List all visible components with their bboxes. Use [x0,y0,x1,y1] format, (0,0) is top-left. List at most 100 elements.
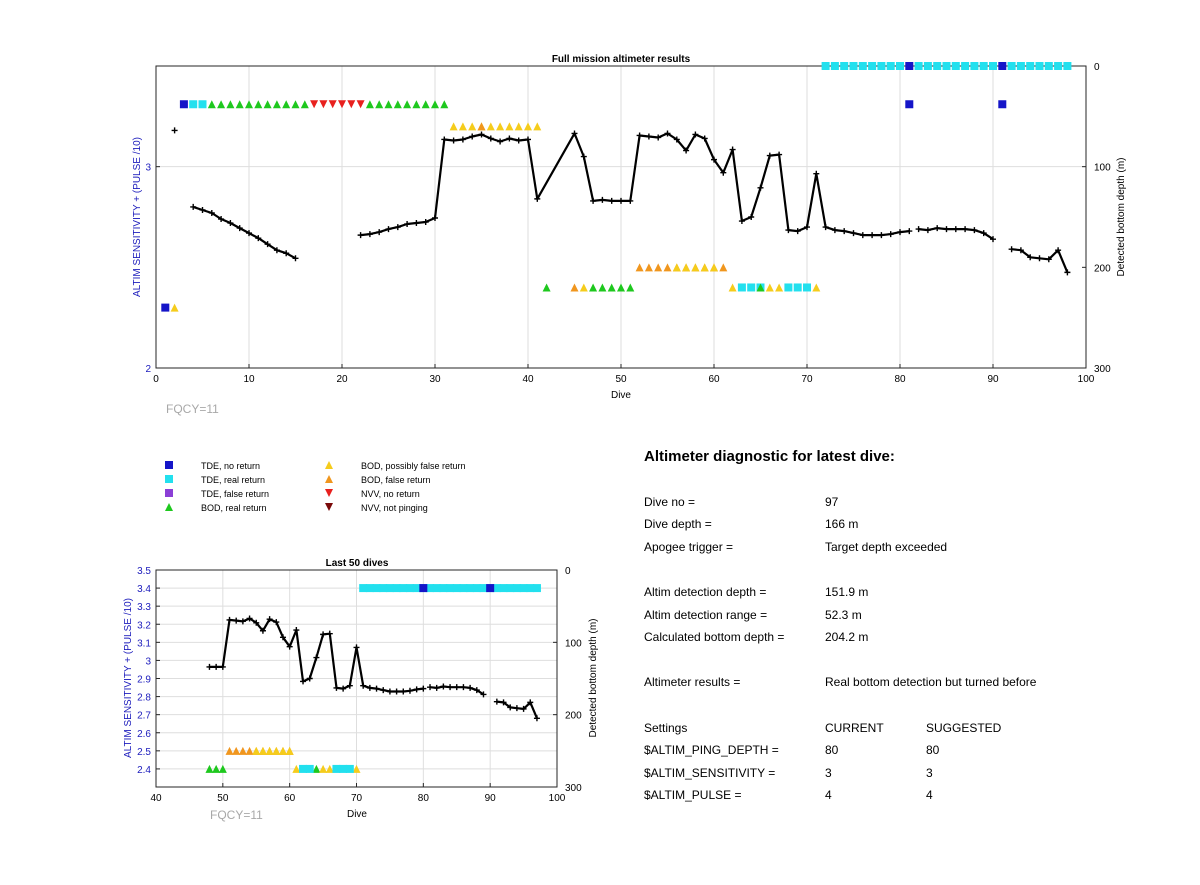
bod_real_return-marker [440,100,449,109]
bod_possibly_false-marker [252,746,261,755]
depth-point [952,226,959,233]
depth-point [1027,254,1034,261]
depth-point [246,230,252,237]
depth-point [924,227,931,234]
bod_real_return-marker [598,283,607,292]
depth-point [208,209,215,216]
tde_real_return-marker [923,62,932,70]
tde_real_return-marker [793,283,802,292]
depth-point [366,684,373,691]
tde_no_return-marker [998,62,1007,70]
y-tick-label: 2.7 [137,711,151,722]
fqcy-annotation: FQCY=11 [166,402,219,416]
depth-point [459,136,466,143]
depth-point [766,152,773,159]
tde_real_return-marker [392,584,401,593]
depth-point [293,627,300,634]
diag-label: Dive depth = [644,517,712,531]
tde_real_return-marker [951,62,960,70]
depth-point [433,684,440,691]
x-tick-label: 60 [708,374,720,385]
legend-label: TDE, real return [201,475,265,485]
bod_possibly_false-marker [728,283,737,292]
tde_no_return-marker [419,584,428,593]
depth-point [313,654,320,661]
bod_false_return-marker [238,746,247,755]
diag-value: Real bottom detection but turned before [825,675,1037,689]
bod_real_return-marker [207,100,216,109]
depth-point [794,228,801,235]
depth-point [776,151,783,158]
diagnostic-panel: Altimeter diagnostic for latest dive: Di… [644,448,1037,802]
y-tick-label: 2.8 [137,693,151,704]
nvv_no_return-marker [356,100,365,109]
depth-point [664,130,671,137]
bod_false_return-marker [654,263,663,272]
tde_no_return-marker [905,62,914,70]
bod_possibly_false-marker [682,263,691,272]
x-tick-label: 50 [217,793,229,804]
depth-point [386,688,393,695]
x-tick-label: 40 [522,374,534,385]
tde_real_return-marker [472,584,481,593]
tde_false_return-marker [165,489,173,497]
depth-point [213,663,220,670]
x-axis-label: Dive [611,390,631,401]
y-tick-label: 3.1 [137,638,151,649]
gridlines [156,570,557,787]
tde_real_return-marker [896,62,904,70]
diag-label: Dive no = [644,495,695,509]
x-tick-label: 60 [284,793,296,804]
depth-point [340,685,347,692]
diag-value: 97 [825,495,839,509]
bod_possibly_false-marker [700,263,709,272]
depth-point [233,617,240,624]
x-tick-label: 100 [1078,374,1095,385]
x-tick-label: 0 [153,374,159,385]
legend-label: TDE, no return [201,461,260,471]
tde_real_return-marker [989,62,997,70]
depth-point [590,197,597,204]
setting-current: 3 [825,766,832,780]
y-axis-label: ALTIM SENSITIVITY + (PULSE /10) [132,137,143,297]
tde_real_return-marker [1063,62,1072,70]
depth-point [720,169,727,176]
depth-point [306,675,313,682]
tde_real_return-marker [803,283,811,292]
bod_real_return-marker [617,283,625,292]
bod_real_return-marker [217,100,226,109]
depth-point [507,704,514,711]
bod_false_return-marker [325,475,333,483]
bod_real_return-marker [756,283,765,292]
bod_possibly_false-marker [292,764,301,773]
x-tick-label: 70 [801,374,813,385]
depth-point [447,684,454,691]
legend-label: BOD, real return [201,503,267,513]
tde_real_return-marker [961,62,970,70]
depth-point [990,236,996,243]
tde_real_return-marker [821,62,830,70]
depth-point [246,615,253,622]
nvv_no_return-marker [325,489,333,497]
depth-point [432,215,438,222]
bod_false_return-marker [232,746,241,755]
diagnostic-heading: Altimeter diagnostic for latest dive: [644,448,895,465]
diag-value: 52.3 m [825,608,862,622]
setting-current: 80 [825,743,839,757]
full-mission-chart: Full mission altimeter results Dive ALTI… [132,54,1127,416]
depth-point [346,682,353,689]
x-tick-label: 90 [485,793,497,804]
setting-label: $ALTIM_PING_DEPTH = [644,743,779,757]
tde_real_return-marker [385,584,394,593]
bod_possibly_false-marker [514,122,523,131]
depth-point [467,684,474,691]
depth-point [683,147,690,154]
settings-header-suggested: SUGGESTED [926,721,1002,735]
bod_possibly_false-marker [272,746,281,755]
x-tick-label: 20 [336,374,348,385]
y-right-tick-label: 100 [1094,163,1111,174]
x-tick-label: 50 [615,374,627,385]
tde_real_return-marker [1016,62,1025,70]
x-tick-label: 100 [549,793,566,804]
depth-point [440,683,447,690]
